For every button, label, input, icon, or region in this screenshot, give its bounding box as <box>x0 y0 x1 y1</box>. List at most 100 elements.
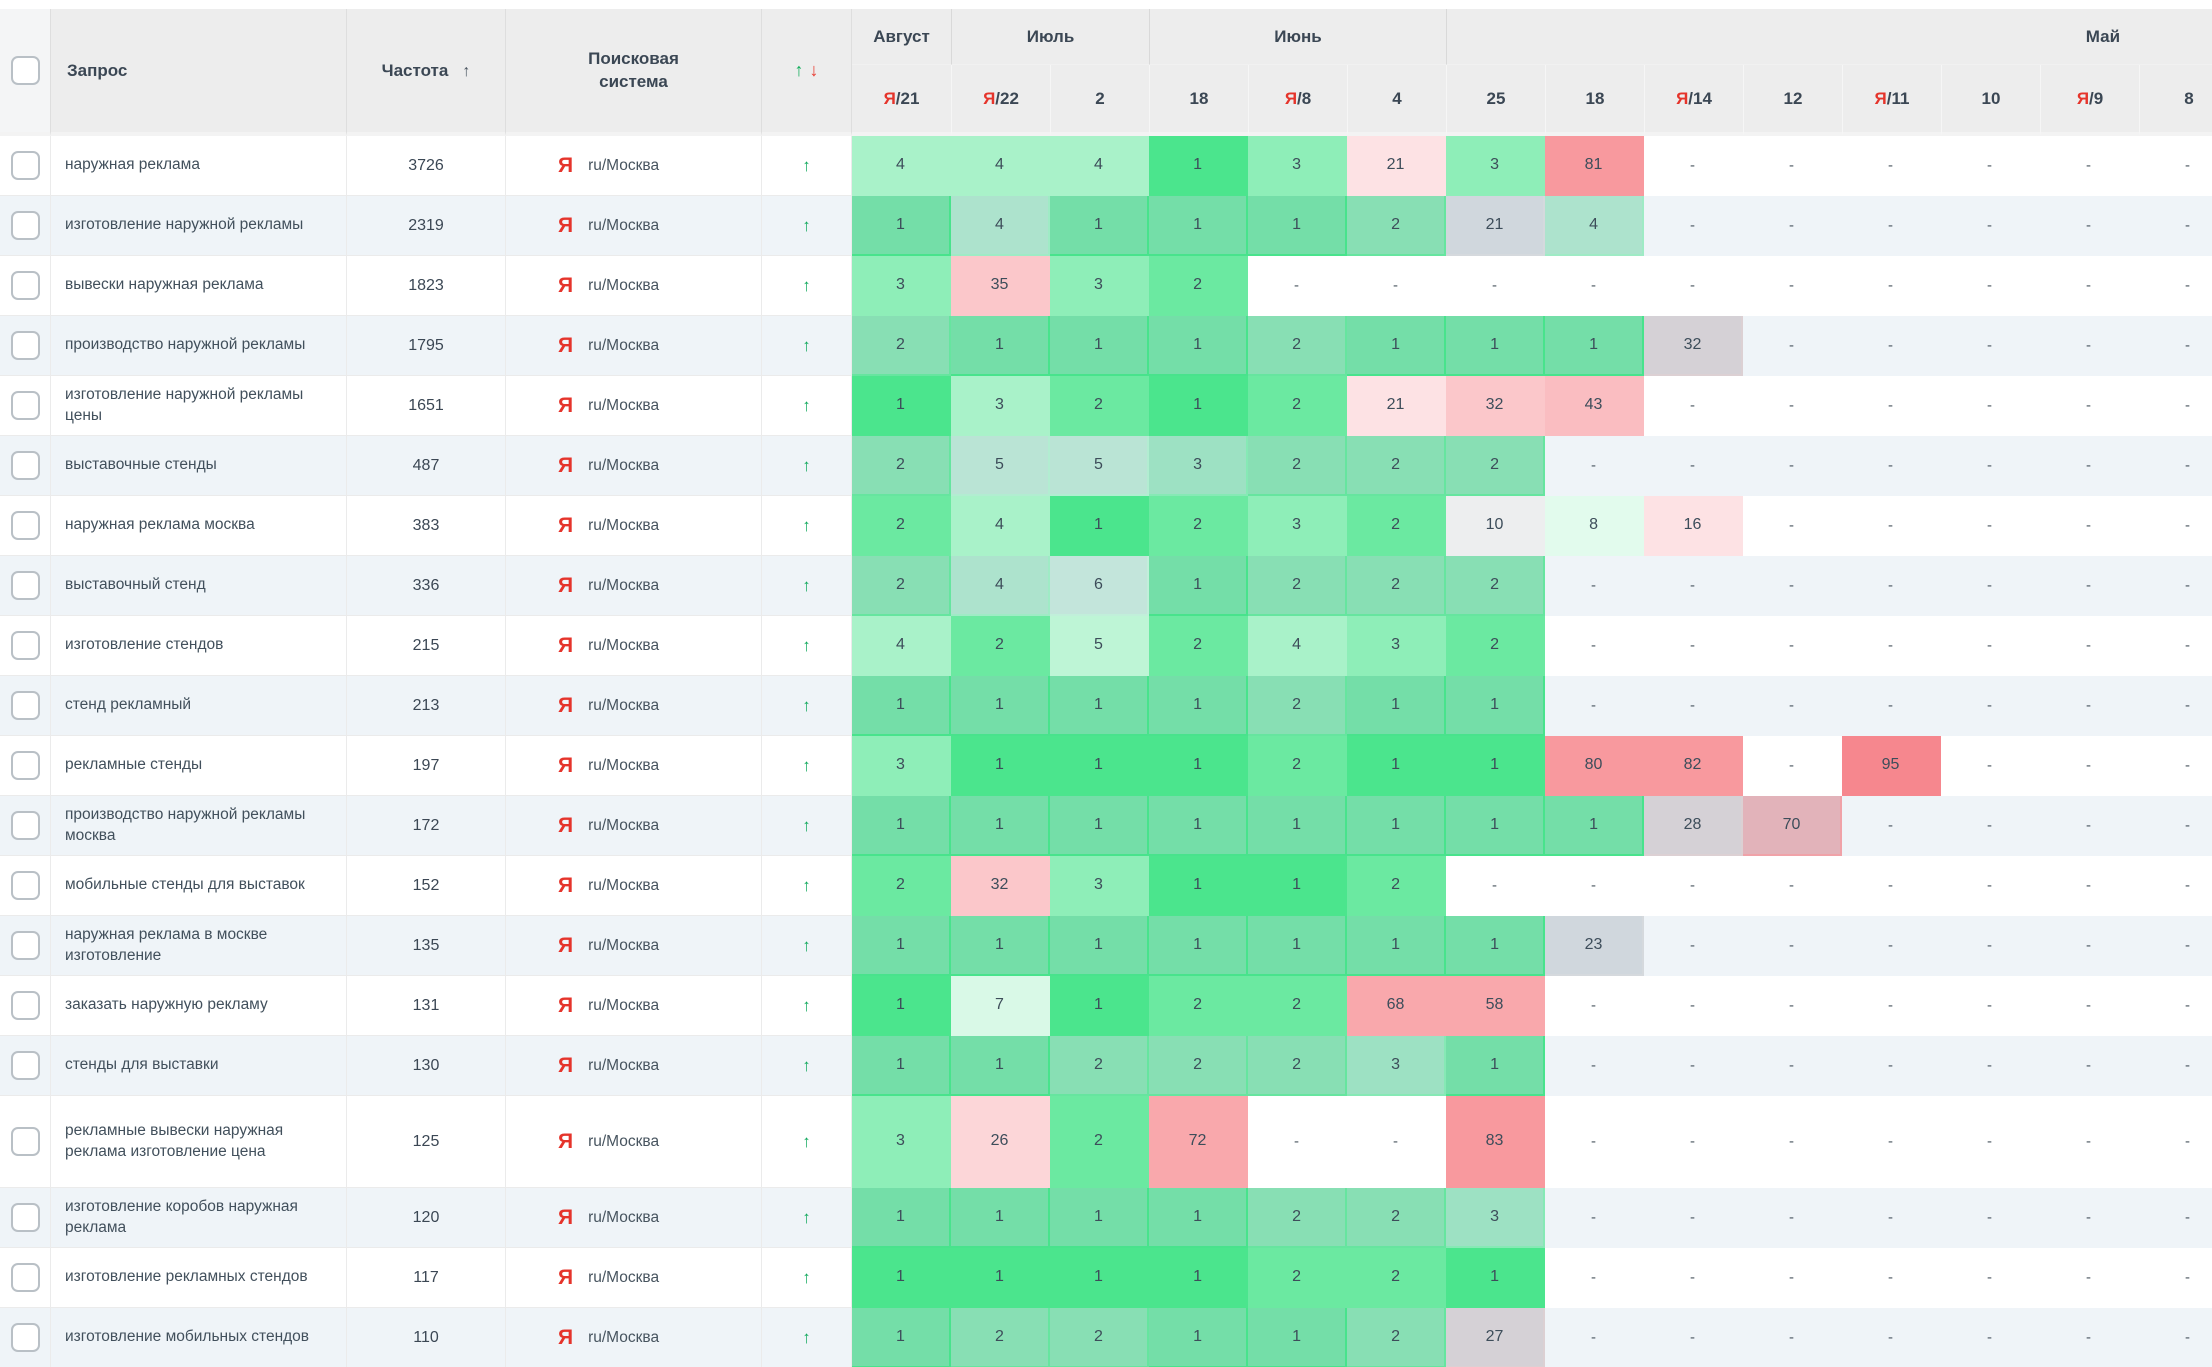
trend-up-icon: ↑ <box>802 935 811 955</box>
position-cell: 1 <box>1149 196 1249 256</box>
position-cell: 1 <box>1446 916 1546 976</box>
position-cell-empty: - <box>1888 576 1894 594</box>
frequency-cell: 172 <box>347 796 506 856</box>
frequency-cell: 110 <box>347 1308 506 1367</box>
date-column-header[interactable]: 10 <box>1941 65 2041 136</box>
row-checkbox[interactable] <box>10 391 40 420</box>
row-checkbox[interactable] <box>10 751 40 780</box>
position-cell-empty: - <box>1987 516 1993 534</box>
row-checkbox[interactable] <box>10 811 40 840</box>
position-cell: 1 <box>1347 796 1447 856</box>
position-cell: 72 <box>1149 1096 1249 1188</box>
date-column-header[interactable]: 12 <box>1743 65 1843 136</box>
position-cell: 2 <box>1050 1036 1150 1096</box>
row-checkbox[interactable] <box>10 871 40 900</box>
position-cell-empty: - <box>2086 1208 2092 1226</box>
row-checkbox[interactable] <box>10 931 40 960</box>
row-checkbox[interactable] <box>10 1323 40 1352</box>
position-cell-empty: - <box>1591 876 1597 894</box>
date-column-header[interactable]: Я/21 <box>852 65 951 136</box>
date-column-header[interactable]: Я/22 <box>951 65 1050 136</box>
position-cell: 1 <box>1050 1248 1150 1308</box>
query-cell: изготовление рекламных стендов <box>51 1248 347 1308</box>
position-cell: 3 <box>852 1096 951 1188</box>
position-cell: 3 <box>1347 616 1447 676</box>
date-column-header[interactable]: 8 <box>2139 65 2212 136</box>
position-cell: 2 <box>1248 376 1348 436</box>
position-cell: 1 <box>1248 856 1348 916</box>
position-cell-empty: - <box>2086 1056 2092 1074</box>
frequency-cell: 131 <box>347 976 506 1036</box>
row-checkbox-cell <box>0 616 51 676</box>
date-column-header[interactable]: Я/11 <box>1842 65 1942 136</box>
row-checkbox[interactable] <box>10 1203 40 1232</box>
position-cell: 2 <box>951 616 1050 676</box>
row-checkbox[interactable] <box>10 271 40 300</box>
date-column-header[interactable]: 25 <box>1446 65 1546 136</box>
trend-up-icon: ↑ <box>802 575 811 595</box>
row-checkbox[interactable] <box>10 631 40 660</box>
position-cell-empty: - <box>1690 636 1696 654</box>
yandex-icon: Я <box>558 333 574 357</box>
row-checkbox[interactable] <box>10 151 40 180</box>
row-checkbox[interactable] <box>10 511 40 540</box>
frequency-cell: 215 <box>347 616 506 676</box>
position-cell: 1 <box>1248 196 1348 256</box>
position-cell-empty: - <box>1591 696 1597 714</box>
search-engine-region-label: ru/Москва <box>588 336 660 354</box>
position-cell-empty: - <box>2185 636 2191 654</box>
position-cell-empty: - <box>1987 756 1993 774</box>
position-cell-empty: - <box>1987 396 1993 414</box>
position-cell-empty: - <box>1987 936 1993 954</box>
row-checkbox[interactable] <box>10 991 40 1020</box>
yandex-icon: Я <box>558 393 574 417</box>
frequency-cell: 197 <box>347 736 506 796</box>
date-column-header[interactable]: 4 <box>1347 65 1447 136</box>
position-cell-empty: - <box>2185 576 2191 594</box>
position-cell-empty: - <box>2086 1328 2092 1346</box>
date-column-header[interactable]: Я/8 <box>1248 65 1348 136</box>
position-cell-empty: - <box>2086 1132 2092 1150</box>
position-cell-empty: - <box>1987 1056 1993 1074</box>
trend-sort-column-header[interactable]: ↑ ↓ <box>762 9 852 136</box>
date-column-header[interactable]: Я/9 <box>2040 65 2140 136</box>
query-header-label: Запрос <box>67 60 128 80</box>
position-cell: 2 <box>852 316 951 376</box>
position-cell-empty: - <box>2086 816 2092 834</box>
row-checkbox[interactable] <box>10 211 40 240</box>
position-cell: 2 <box>852 496 951 556</box>
position-cell-empty: - <box>2086 1268 2092 1286</box>
yandex-icon: Я <box>558 453 574 477</box>
position-cell-empty: - <box>1888 696 1894 714</box>
row-checkbox[interactable] <box>10 451 40 480</box>
position-cell: 1 <box>1149 796 1249 856</box>
row-checkbox[interactable] <box>10 1263 40 1292</box>
row-checkbox[interactable] <box>10 331 40 360</box>
date-column-header[interactable]: 2 <box>1050 65 1150 136</box>
date-column-header[interactable]: Я/14 <box>1644 65 1744 136</box>
position-cell-empty: - <box>1987 996 1993 1014</box>
row-checkbox[interactable] <box>10 1051 40 1080</box>
position-cell: 1 <box>1149 136 1249 196</box>
search-engine-region-label: ru/Москва <box>588 1328 660 1346</box>
position-cell-empty: - <box>1987 456 1993 474</box>
row-checkbox[interactable] <box>10 571 40 600</box>
trend-up-icon: ↑ <box>802 515 811 535</box>
row-checkbox[interactable] <box>10 1127 40 1156</box>
row-checkbox[interactable] <box>10 691 40 720</box>
position-cell: 3 <box>1446 1188 1546 1248</box>
position-cell-empty: - <box>1888 1208 1894 1226</box>
query-column-header[interactable]: Запрос <box>51 9 347 136</box>
search-engine-region-label: ru/Москва <box>588 1208 660 1226</box>
select-all-checkbox[interactable] <box>10 56 40 85</box>
date-column-header[interactable]: 18 <box>1545 65 1645 136</box>
date-column-header[interactable]: 18 <box>1149 65 1249 136</box>
frequency-column-header[interactable]: Частота ↑ <box>347 9 506 136</box>
position-cell-empty: - <box>1789 636 1795 654</box>
position-cell: 2 <box>1347 196 1447 256</box>
